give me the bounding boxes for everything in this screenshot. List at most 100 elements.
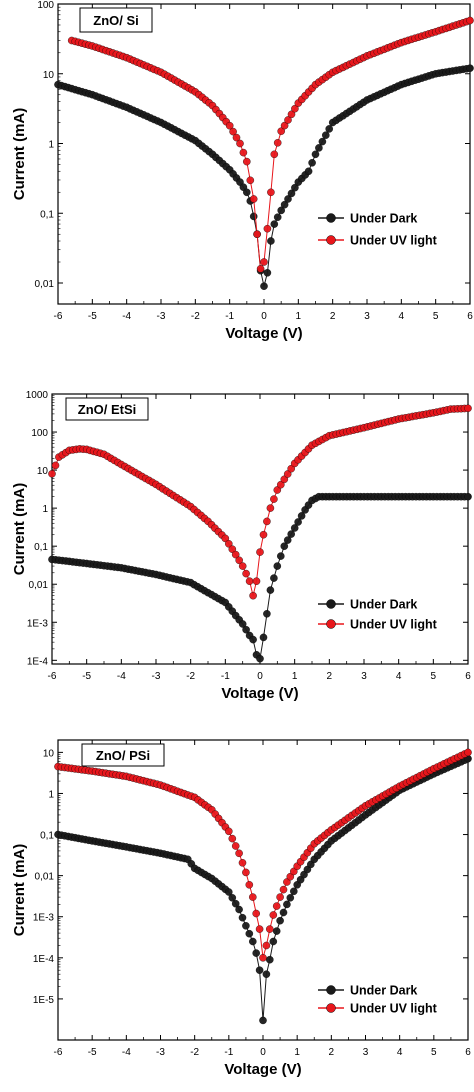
y-tick-label: 0,1 [40, 831, 54, 842]
data-point [466, 16, 474, 25]
data-point [283, 900, 291, 909]
series-uv [54, 748, 472, 962]
x-tick-label: -2 [190, 1047, 199, 1058]
chart-title-box [81, 743, 165, 767]
data-point [225, 540, 233, 548]
y-tick-label: 0,01 [35, 279, 55, 290]
data-point [280, 200, 289, 209]
data-point [273, 139, 282, 147]
chart-title: ZnO/ EtSi [78, 402, 137, 417]
data-point [273, 213, 282, 221]
data-point [249, 591, 257, 600]
legend-label: Under UV light [350, 1002, 438, 1016]
legend-label: Under UV light [350, 234, 438, 248]
x-tick-label: 0 [260, 1047, 266, 1058]
data-point [228, 834, 237, 843]
data-point [231, 842, 240, 850]
data-point [277, 552, 285, 560]
x-tick-label: 6 [467, 311, 473, 322]
data-point [287, 464, 295, 473]
y-tick-label: 0,01 [35, 872, 55, 883]
data-point [272, 927, 281, 935]
legend-label: Under UV light [350, 618, 438, 632]
data-point [273, 486, 282, 494]
series-uv [67, 16, 474, 273]
legend-label: Under Dark [350, 598, 417, 612]
data-point [286, 872, 295, 881]
data-point [238, 620, 247, 628]
y-tick-label: 1 [48, 789, 54, 800]
data-point [235, 905, 243, 914]
data-point [242, 569, 250, 578]
data-point [246, 176, 255, 185]
series-line [57, 67, 471, 287]
series-dark [48, 492, 472, 663]
data-point [252, 949, 260, 957]
data-point [263, 224, 272, 233]
data-point [238, 562, 247, 570]
series-line [57, 758, 469, 1021]
x-tick-label: -2 [191, 311, 200, 322]
data-point [238, 913, 247, 922]
data-point [225, 888, 233, 896]
chart-panel-2: -6 -5 -4 -3 -2 -1 0 1 2 3 4 5 6 1E-4 1E-3 0,01 0,1 1 10 100… [11, 390, 472, 702]
x-tick-label: 6 [465, 671, 471, 682]
data-point [270, 495, 278, 503]
y-tick-label: 10 [43, 70, 55, 81]
data-point [280, 475, 289, 484]
data-point [262, 970, 271, 978]
data-point [263, 269, 272, 277]
data-point [259, 954, 267, 962]
data-point [287, 530, 295, 538]
data-point [464, 404, 472, 413]
data-point [243, 157, 251, 166]
data-point [277, 127, 285, 135]
x-tick-label: 1 [292, 671, 298, 682]
data-point [228, 894, 237, 902]
x-tick-label: 4 [397, 1047, 403, 1058]
series-line [51, 496, 468, 660]
x-tick-label: -5 [88, 1047, 97, 1058]
data-point [245, 881, 254, 889]
data-point [253, 230, 261, 238]
y-tick-label: 100 [37, 0, 54, 11]
data-point [266, 925, 274, 933]
x-tick-label: 2 [330, 311, 336, 322]
x-tick-label: -1 [225, 311, 234, 322]
data-point [287, 189, 296, 198]
data-point [297, 512, 306, 520]
data-point [221, 534, 230, 543]
y-tick-label: 1 [48, 140, 54, 151]
x-tick-label: -1 [224, 1047, 233, 1058]
data-point [51, 461, 60, 470]
y-tick-label: 1E-5 [33, 995, 55, 1006]
x-tick-label: -3 [152, 671, 161, 682]
data-point [290, 524, 299, 532]
x-tick-label: 3 [363, 1047, 369, 1058]
legend-marker [326, 1003, 336, 1013]
data-point [273, 562, 282, 570]
legend-marker [326, 213, 336, 223]
y-tick-label: 1E-3 [33, 913, 55, 924]
y-tick-label: 100 [31, 428, 48, 439]
x-tick-label: 0 [261, 311, 267, 322]
legend-marker [326, 985, 336, 995]
data-point [225, 121, 234, 130]
x-axis-label: Voltage (V) [225, 325, 302, 342]
x-tick-label: 5 [431, 671, 437, 682]
data-point [249, 893, 257, 901]
data-point [322, 131, 330, 139]
legend-marker [326, 619, 336, 629]
chart-title: ZnO/ Si [93, 13, 139, 28]
x-tick-label: -3 [157, 311, 166, 322]
data-point [229, 127, 237, 136]
chart-panel-3: -6 -5 -4 -3 -2 -1 0 1 2 3 4 5 6 1E-5 1E-4 1E-3 0,01 0,1 1 1… [11, 739, 472, 1078]
data-point [239, 148, 248, 157]
data-point [283, 878, 291, 886]
x-tick-label: 2 [329, 1047, 335, 1058]
y-tick-label: 0,1 [40, 209, 54, 220]
data-point [466, 64, 474, 72]
x-tick-label: -4 [122, 1047, 131, 1058]
data-point [325, 125, 333, 133]
data-point [311, 150, 320, 159]
